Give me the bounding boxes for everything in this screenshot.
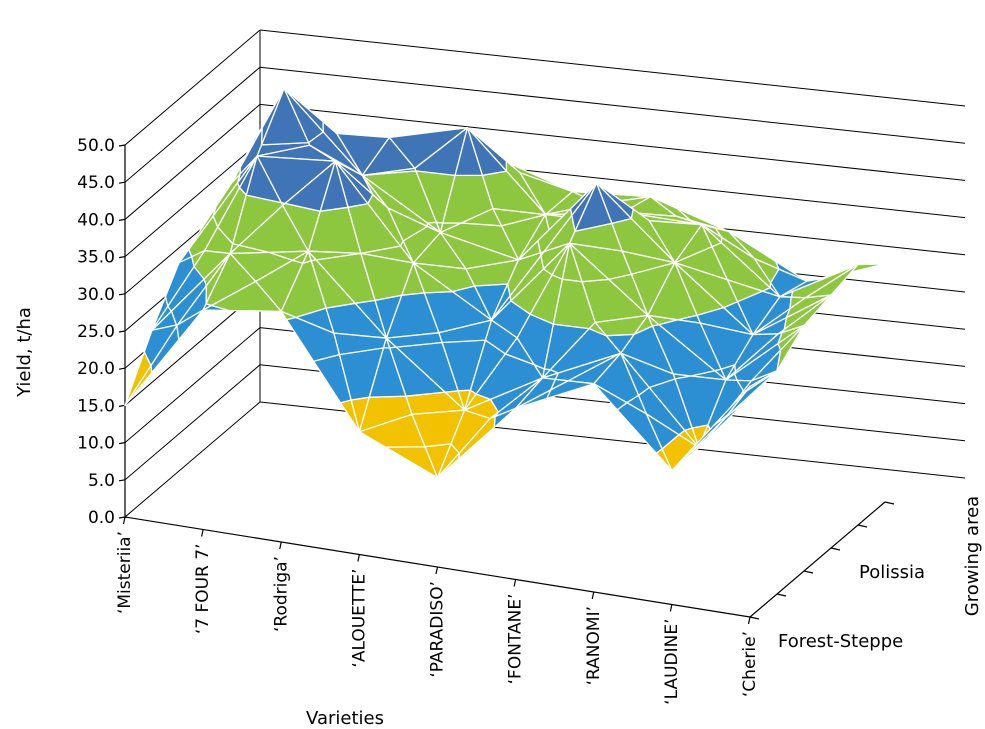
grid-line-left-wall	[124, 66, 261, 183]
x-tick	[435, 566, 439, 575]
surface-facet	[588, 321, 607, 337]
depth-tick	[830, 547, 841, 551]
surface-facet	[458, 415, 496, 460]
x-tick-label: ‘LAUDINE’	[662, 619, 682, 705]
y-tick-label: 0.0	[88, 508, 115, 528]
grid-line-back-wall	[259, 29, 966, 107]
surface-facet	[280, 310, 297, 321]
grid-line-left-wall	[124, 364, 261, 481]
y-tick	[118, 367, 126, 370]
depth-tick	[776, 593, 787, 597]
x-tick-label: ‘PARADISO’	[428, 581, 448, 678]
y-tick	[118, 479, 126, 482]
surface-facet	[302, 250, 312, 264]
surface-facet	[358, 413, 426, 448]
y-tick	[118, 218, 126, 221]
surface-facet	[176, 309, 204, 341]
surface-facet	[401, 262, 425, 296]
y-tick-label: 45.0	[77, 173, 115, 193]
grid-line-left-wall	[124, 401, 261, 518]
surface-facet	[504, 337, 535, 366]
depth-tick	[857, 524, 868, 528]
x-tick-label: ‘RANOMI’	[584, 606, 604, 685]
y-tick-label: 15.0	[77, 396, 115, 416]
x-tick	[279, 541, 282, 550]
surface-facet	[776, 324, 805, 372]
y-tick	[118, 330, 126, 333]
surface-facet	[574, 182, 613, 232]
surface-facet	[382, 337, 391, 349]
y-tick-label: 50.0	[77, 136, 115, 156]
y-tick-label: 30.0	[77, 285, 115, 305]
axes	[118, 144, 895, 625]
grid-line-left-wall	[124, 104, 261, 220]
x-tick-label: ‘ALOUETTE’	[349, 569, 369, 668]
grid-line-left-wall	[124, 29, 261, 146]
surface-facet	[454, 127, 484, 177]
x-tick-label: ‘Misteriia’	[115, 531, 135, 614]
grid-line-left-wall	[124, 141, 261, 257]
surface	[124, 87, 886, 479]
tick-labels: 0.0 5.0 10.0 15.0 20.0 25.0 30.0 35.0 40.0 45.0 50…	[77, 136, 925, 705]
surface-facet	[260, 87, 310, 146]
grid-line-back-wall	[259, 103, 966, 181]
depth-tick-label: Polissia	[859, 562, 925, 583]
surface-facet	[546, 380, 595, 400]
x-tick	[591, 591, 595, 600]
y-tick-label: 10.0	[77, 434, 115, 454]
x-tick-label: ‘7 FOUR 7’	[193, 544, 213, 635]
surface-facet	[561, 242, 583, 283]
x-tick	[201, 529, 204, 537]
x-tick	[357, 554, 360, 562]
x-tick	[669, 604, 673, 612]
x-tick-label: ‘Rodriga’	[271, 556, 291, 632]
y-tick	[118, 293, 126, 296]
y-tick	[118, 256, 126, 259]
depth-axis-line	[749, 501, 886, 618]
depth-tick	[803, 570, 814, 574]
x-tick-label: ‘FONTANE’	[506, 594, 526, 685]
surface-facet	[210, 280, 282, 313]
depth-tick	[749, 616, 760, 620]
surface-facet	[460, 208, 503, 227]
x-tick-label: ‘Cherie’	[740, 631, 760, 697]
surface-facet	[593, 383, 628, 411]
surface-facet	[633, 314, 654, 335]
grid-line-left-wall	[124, 327, 261, 443]
x-tick	[747, 616, 751, 625]
surface-facet	[245, 155, 282, 204]
x-tick	[513, 579, 517, 587]
depth-tick	[884, 501, 895, 505]
y-tick	[118, 144, 126, 147]
y-tick	[118, 516, 126, 519]
surface-facet	[493, 407, 517, 428]
y-tick-label: 40.0	[77, 210, 115, 230]
y-tick-label: 20.0	[77, 359, 115, 379]
surface-facet	[674, 224, 713, 264]
depth-axis-title: Growing area	[962, 496, 983, 616]
y-tick	[118, 442, 126, 445]
surface-facet	[361, 167, 417, 177]
x-tick	[122, 516, 126, 525]
y-tick	[118, 181, 126, 184]
y-tick-label: 25.0	[77, 322, 115, 342]
surface-facet	[319, 160, 349, 212]
y-axis-title: Yield, t/ha	[14, 307, 35, 398]
depth-tick-label: Forest-Steppe	[778, 631, 903, 652]
surface-facet	[743, 385, 751, 394]
x-axis-title: Varieties	[306, 708, 384, 729]
y-tick-label: 5.0	[88, 471, 115, 491]
grid-line-back-wall	[259, 66, 966, 144]
y-tick	[118, 404, 126, 407]
y-tick-label: 35.0	[77, 248, 115, 268]
